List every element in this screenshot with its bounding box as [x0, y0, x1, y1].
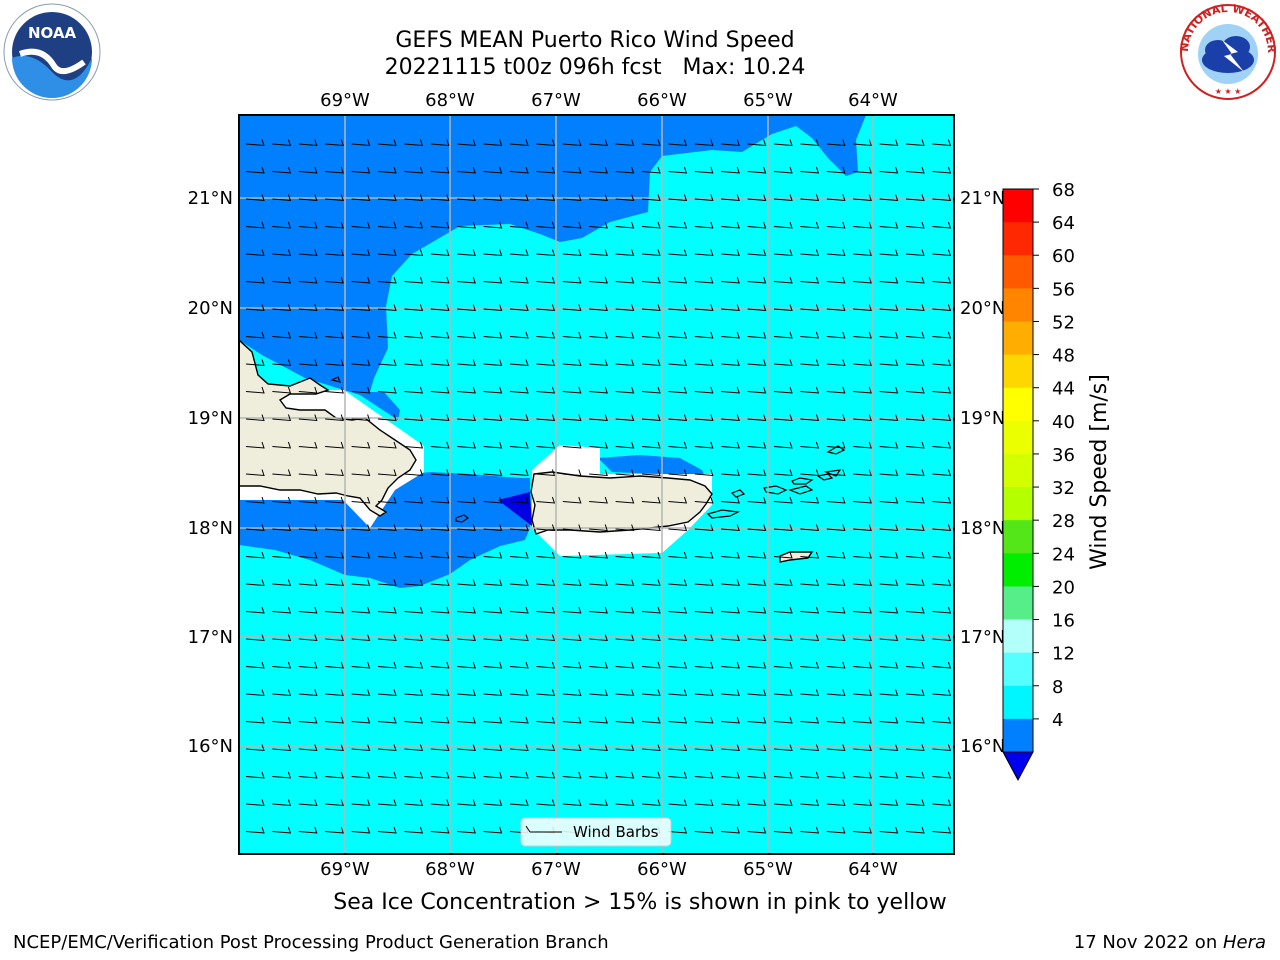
nws-logo: NATIONAL WEATHER SERVICE ★ ★ ★ — [1178, 2, 1278, 100]
colorbar-extend-arrow — [1002, 751, 1034, 782]
colorbar-segment — [1003, 685, 1033, 720]
footer-machine: Hera — [1222, 932, 1266, 953]
colorbar-tick-label: 12 — [1052, 644, 1075, 665]
lat-label: 18°N — [188, 518, 233, 539]
wind-barbs-legend: Wind Barbs — [520, 817, 672, 847]
colorbar-ticks: 68 64 60 56 52 48 44 40 36 32 28 24 20 16 12 8 4 — [1033, 180, 1075, 731]
colorbar-tick-label: 60 — [1052, 246, 1075, 267]
colorbar-tick-label: 16 — [1052, 611, 1075, 632]
deep-blue-patch — [498, 492, 532, 526]
colorbar-tick-label: 28 — [1052, 511, 1075, 532]
colorbar-tick-label: 20 — [1052, 577, 1075, 598]
lon-label: 64°W — [848, 859, 898, 880]
lon-label: 66°W — [637, 90, 687, 111]
lon-label: 67°W — [531, 90, 581, 111]
wind-barbs — [245, 139, 952, 834]
colorbar-segment — [1003, 321, 1033, 356]
lon-labels-top: 69°W 68°W 67°W 66°W 65°W 64°W — [320, 90, 898, 111]
footer-right: 17 Nov 2022 on Hera — [1074, 932, 1266, 953]
caption-wrap: Sea Ice Concentration > 15% is shown in … — [0, 890, 1280, 915]
noaa-logo-text: NOAA — [28, 24, 77, 42]
lat-label: 18°N — [960, 518, 1005, 539]
lon-label: 65°W — [743, 859, 793, 880]
noaa-logo: NOAA — [3, 3, 101, 101]
lat-label: 19°N — [188, 408, 233, 429]
lat-label: 16°N — [960, 736, 1005, 757]
low-speed-zone-north — [239, 115, 866, 420]
colorbar-tick-label: 40 — [1052, 412, 1075, 433]
colorbar — [1002, 188, 1034, 782]
colorbar-segment — [1003, 652, 1033, 687]
colorbar-frame — [1002, 188, 1034, 753]
colorbar-tick-label: 64 — [1052, 213, 1075, 234]
lat-label: 19°N — [960, 408, 1005, 429]
colorbar-segment — [1003, 487, 1033, 521]
footer-left: NCEP/EMC/Verification Post Processing Pr… — [13, 932, 609, 953]
colorbar-segment — [1003, 553, 1033, 587]
colorbar-tick-label: 32 — [1052, 478, 1075, 499]
colorbar-segment — [1003, 453, 1033, 488]
map-area — [239, 115, 954, 854]
colorbar-segment — [1003, 255, 1033, 289]
colorbar-tick-label: 52 — [1052, 312, 1075, 333]
lat-label: 21°N — [960, 188, 1005, 209]
colorbar-label: Wind Speed [m/s] — [1087, 374, 1112, 570]
colorbar-tick-label: 44 — [1052, 379, 1075, 400]
lat-label: 20°N — [188, 298, 233, 319]
colorbar-segment — [1003, 222, 1033, 256]
colorbar-tick-label: 56 — [1052, 279, 1075, 300]
colorbar-segment — [1003, 387, 1033, 422]
lat-label: 21°N — [188, 188, 233, 209]
svg-text:★ ★ ★: ★ ★ ★ — [1215, 87, 1242, 96]
title-line1: GEFS MEAN Puerto Rico Wind Speed — [395, 28, 795, 53]
lat-label: 20°N — [960, 298, 1005, 319]
colorbar-tick-label: 24 — [1052, 544, 1075, 565]
colorbar-segment — [1003, 520, 1033, 554]
lon-label: 69°W — [320, 859, 370, 880]
colorbar-segment — [1003, 420, 1033, 455]
colorbar-segment — [1003, 718, 1033, 753]
lon-label: 68°W — [425, 90, 475, 111]
lon-labels-bottom: 69°W 68°W 67°W 66°W 65°W 64°W — [320, 859, 898, 880]
land-puerto-rico — [530, 471, 713, 535]
lon-label: 66°W — [637, 859, 687, 880]
colorbar-tick-label: 48 — [1052, 346, 1075, 367]
title-line2: 20221115 t00z 096h fcst Max: 10.24 — [384, 55, 806, 80]
lon-label: 65°W — [743, 90, 793, 111]
colorbar-segment — [1003, 354, 1033, 389]
colorbar-tick-label: 68 — [1052, 180, 1075, 201]
footer-date: 17 Nov 2022 on — [1073, 932, 1223, 953]
colorbar-tick-label: 36 — [1052, 445, 1075, 466]
colorbar-segment — [1003, 189, 1033, 223]
lon-label: 69°W — [320, 90, 370, 111]
land-hispaniola — [239, 339, 417, 517]
lat-label: 16°N — [188, 736, 233, 757]
lon-label: 67°W — [531, 859, 581, 880]
map-frame — [238, 114, 955, 855]
colorbar-segment — [1003, 586, 1033, 621]
lat-labels-right: 21°N 20°N 19°N 18°N 17°N 16°N — [960, 188, 1005, 757]
gridlines — [239, 115, 954, 854]
lon-label: 64°W — [848, 90, 898, 111]
legend-label: Wind Barbs — [573, 823, 659, 841]
colorbar-tick-label: 4 — [1052, 710, 1063, 731]
wind-barb-set — [245, 139, 952, 834]
lat-labels-left: 21°N 20°N 19°N 18°N 17°N 16°N — [188, 188, 233, 757]
colorbar-segment — [1003, 288, 1033, 322]
lat-label: 17°N — [960, 627, 1005, 648]
caption: Sea Ice Concentration > 15% is shown in … — [333, 890, 947, 915]
colorbar-tick-label: 8 — [1052, 677, 1063, 698]
lat-label: 17°N — [188, 627, 233, 648]
colorbar-segment — [1003, 619, 1033, 654]
lon-label: 68°W — [425, 859, 475, 880]
